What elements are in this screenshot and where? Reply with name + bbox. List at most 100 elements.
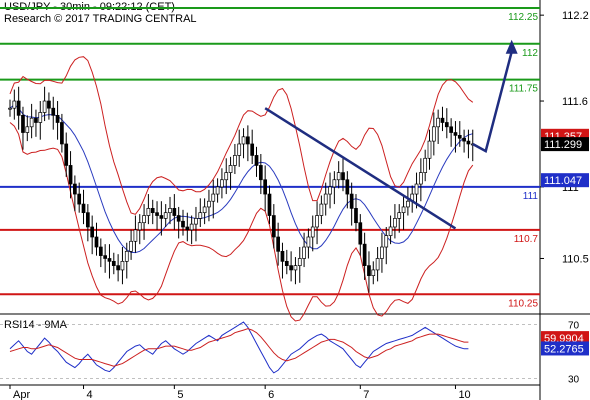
candle-body bbox=[185, 226, 190, 231]
price-tag-box bbox=[541, 173, 589, 188]
rsi-ma-line bbox=[9, 328, 469, 367]
candle-body bbox=[384, 235, 389, 248]
candle-body bbox=[449, 126, 453, 133]
candle-body bbox=[8, 107, 12, 110]
candle-body bbox=[367, 265, 371, 276]
candle-body bbox=[85, 212, 90, 228]
candle-body bbox=[155, 212, 159, 216]
candle-body bbox=[440, 117, 445, 123]
candle-body bbox=[362, 243, 367, 266]
candle-body bbox=[103, 255, 107, 259]
candle-body bbox=[419, 172, 423, 185]
candle-body bbox=[263, 179, 268, 195]
candle-body bbox=[380, 246, 384, 259]
candle-body bbox=[302, 246, 306, 259]
candle-body bbox=[159, 215, 164, 219]
time-tick-label: 6 bbox=[268, 389, 274, 400]
candle-body bbox=[462, 137, 466, 142]
candle-body bbox=[323, 193, 328, 205]
candle-body bbox=[341, 172, 345, 181]
candle-body bbox=[25, 126, 30, 133]
candle-body bbox=[189, 223, 194, 231]
candle-body bbox=[233, 155, 237, 166]
candle-body bbox=[375, 258, 380, 271]
bollinger-lower bbox=[9, 122, 474, 322]
candle-body bbox=[38, 112, 43, 123]
candle-body bbox=[289, 265, 293, 271]
price-tag-label: 111.047 bbox=[544, 175, 582, 187]
candle-body bbox=[116, 265, 120, 271]
price-tick-label: 112.2 bbox=[562, 10, 589, 22]
candle-body bbox=[220, 179, 224, 188]
candle-body bbox=[77, 193, 82, 205]
level-label: 111 bbox=[523, 191, 539, 202]
candle-body bbox=[393, 218, 397, 228]
candle-body bbox=[349, 193, 354, 209]
candle-body bbox=[315, 215, 319, 228]
candle-body bbox=[176, 215, 181, 222]
candle-body bbox=[397, 212, 402, 219]
candle-body bbox=[81, 203, 86, 214]
candle-body bbox=[198, 212, 203, 219]
level-label: 110.7 bbox=[514, 234, 539, 245]
price-tick-label: 110.5 bbox=[562, 253, 589, 265]
candle-body bbox=[29, 117, 34, 128]
candle-body bbox=[211, 193, 216, 202]
candle-body bbox=[246, 136, 250, 145]
price-tag-box bbox=[541, 137, 589, 152]
rsi-line bbox=[9, 321, 469, 374]
candle-body bbox=[228, 165, 233, 173]
candle-body bbox=[293, 265, 298, 271]
candle-body bbox=[172, 208, 177, 216]
candle-body bbox=[73, 183, 77, 195]
candle-body bbox=[297, 258, 302, 266]
candle-body bbox=[224, 172, 229, 181]
candle-body bbox=[111, 260, 116, 266]
candle-body bbox=[51, 107, 56, 116]
candle-body bbox=[202, 206, 207, 214]
candle-body bbox=[401, 206, 406, 214]
candle-body bbox=[194, 218, 198, 225]
candle-body bbox=[237, 143, 242, 156]
projection-arrowhead bbox=[505, 39, 518, 54]
candle-body bbox=[98, 246, 103, 256]
candle-body bbox=[42, 100, 47, 113]
time-tick-label: 10 bbox=[458, 389, 470, 400]
candle-body bbox=[34, 117, 38, 123]
rsi-panel-title: RSI14 - 9MA bbox=[4, 319, 68, 331]
time-tick-label: 5 bbox=[177, 389, 183, 400]
candle-body bbox=[181, 220, 185, 228]
candle-body bbox=[107, 258, 112, 262]
level-label: 112 bbox=[522, 48, 538, 59]
rsi-tick-label: 70 bbox=[568, 321, 580, 332]
time-tick-label: Apr bbox=[13, 389, 30, 400]
candle-body bbox=[68, 165, 73, 185]
candle-body bbox=[137, 222, 142, 231]
moving-average-line bbox=[9, 103, 473, 254]
time-tick-label: 4 bbox=[87, 389, 93, 400]
candle-body bbox=[250, 143, 255, 156]
candle-body bbox=[414, 183, 419, 195]
projection-arrow bbox=[472, 51, 513, 153]
candle-body bbox=[388, 226, 393, 236]
candle-body bbox=[133, 229, 138, 242]
candle-body bbox=[310, 226, 315, 238]
level-label: 111.75 bbox=[509, 84, 539, 95]
level-label: 110.25 bbox=[508, 298, 538, 309]
rsi-tag-label: 52.2765 bbox=[544, 343, 584, 355]
candle-body bbox=[267, 193, 272, 216]
candle-body bbox=[336, 172, 341, 181]
candle-body bbox=[64, 143, 69, 166]
candle-body bbox=[271, 215, 276, 238]
time-tick-label: 7 bbox=[363, 389, 369, 400]
candle-body bbox=[60, 122, 64, 145]
candle-body bbox=[284, 260, 289, 266]
candle-body bbox=[150, 208, 155, 214]
candle-body bbox=[444, 122, 449, 128]
candle-body bbox=[207, 200, 211, 208]
rsi-tag-box bbox=[541, 341, 589, 356]
candle-body bbox=[254, 155, 259, 166]
candle-body bbox=[423, 157, 428, 173]
candle-body bbox=[328, 186, 332, 195]
candle-body bbox=[21, 114, 25, 133]
